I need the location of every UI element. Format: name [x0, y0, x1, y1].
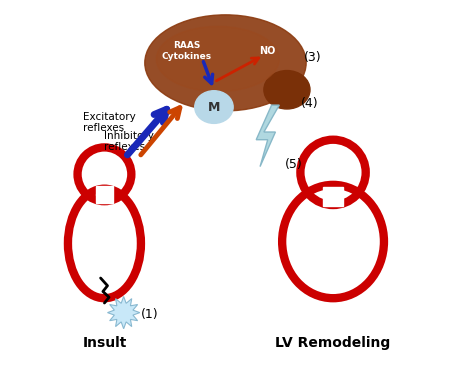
- Text: (5): (5): [285, 158, 303, 171]
- Bar: [96, 186, 113, 203]
- Polygon shape: [108, 296, 140, 329]
- Polygon shape: [256, 105, 279, 167]
- Ellipse shape: [195, 91, 233, 123]
- Ellipse shape: [145, 15, 306, 111]
- Text: (1): (1): [141, 308, 159, 321]
- Text: Excitatory
reflexes: Excitatory reflexes: [83, 111, 136, 133]
- Text: (4): (4): [301, 97, 318, 110]
- Ellipse shape: [264, 70, 310, 109]
- Text: RAAS
Cytokines: RAAS Cytokines: [162, 41, 212, 62]
- Ellipse shape: [156, 26, 279, 92]
- Text: M: M: [208, 101, 220, 113]
- Text: Inhibitory
reflexes: Inhibitory reflexes: [104, 131, 155, 152]
- Text: (2): (2): [197, 104, 214, 117]
- Text: (3): (3): [304, 51, 322, 63]
- Bar: [323, 187, 343, 206]
- Text: NO: NO: [260, 46, 276, 57]
- Text: LV Remodeling: LV Remodeling: [275, 336, 391, 350]
- Text: Insult: Insult: [82, 336, 127, 350]
